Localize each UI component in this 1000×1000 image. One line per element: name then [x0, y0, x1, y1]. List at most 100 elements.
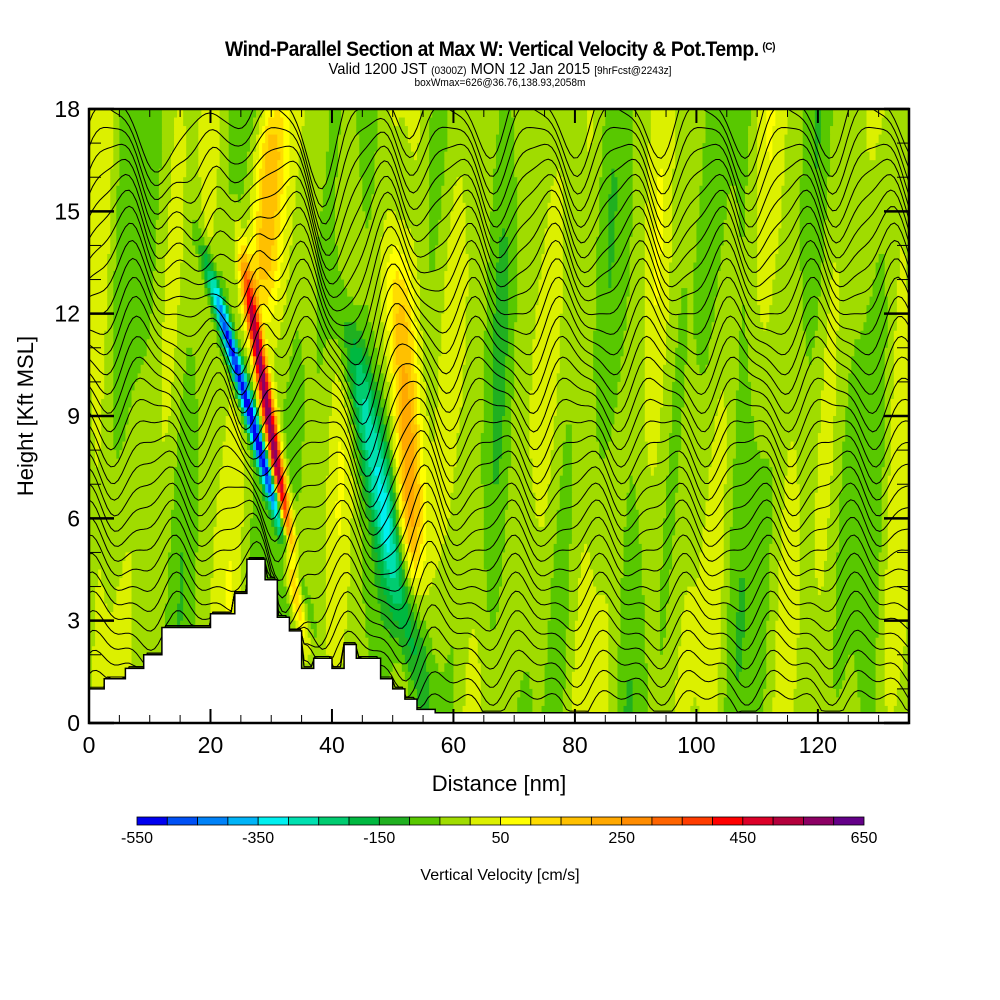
field-cell — [587, 134, 594, 144]
field-cell — [608, 441, 649, 451]
field-cell — [407, 134, 421, 144]
field-cell — [444, 151, 497, 161]
field-cell — [295, 509, 327, 519]
field-cell — [842, 484, 883, 494]
field-cell — [325, 168, 339, 178]
field-cell — [410, 407, 415, 417]
field-cell — [404, 458, 415, 468]
field-cell — [365, 620, 385, 630]
y-tick-label: 18 — [54, 96, 80, 122]
field-cell — [875, 143, 909, 153]
field-cell — [304, 373, 336, 383]
field-cell — [884, 595, 909, 605]
field-cell — [693, 313, 716, 323]
field-cell — [635, 484, 667, 494]
field-cell — [183, 560, 196, 571]
field-cell — [659, 262, 670, 272]
field-cell — [842, 475, 883, 485]
field-cell — [663, 543, 673, 554]
field-cell — [167, 416, 181, 426]
field-cell — [213, 271, 218, 281]
field-cell — [568, 560, 582, 571]
field-cell — [410, 578, 433, 588]
field-cell — [277, 168, 284, 178]
field-cell — [599, 202, 609, 212]
field-cell — [389, 398, 394, 409]
field-cell — [277, 296, 288, 306]
field-cell — [301, 603, 306, 613]
field-cell — [392, 518, 397, 528]
field-cell — [289, 364, 306, 374]
field-cell — [429, 680, 455, 690]
field-cell — [259, 467, 263, 477]
field-cell — [259, 236, 275, 247]
field-cell — [465, 211, 491, 221]
field-cell — [274, 236, 278, 247]
field-cell — [253, 219, 257, 229]
field-cell — [380, 364, 388, 374]
field-cell — [845, 663, 855, 673]
field-cell — [663, 168, 673, 178]
field-cell — [729, 586, 740, 596]
field-cell — [833, 441, 843, 451]
field-cell — [161, 117, 175, 127]
field-cell — [717, 663, 728, 673]
field-cell — [204, 279, 209, 289]
field-cell — [113, 424, 127, 434]
field-cell — [687, 296, 694, 306]
field-cell — [231, 330, 236, 340]
field-cell — [429, 705, 455, 716]
field-cell — [438, 356, 467, 366]
field-cell — [259, 151, 263, 161]
field-cell — [164, 620, 178, 630]
field-cell — [259, 373, 263, 383]
field-cell — [775, 271, 804, 281]
field-cell — [902, 663, 909, 673]
field-cell — [186, 356, 196, 366]
field-cell — [666, 620, 682, 630]
field-cell — [259, 356, 263, 366]
field-cell — [268, 390, 272, 400]
field-cell — [167, 219, 184, 229]
field-cell — [240, 271, 245, 281]
field-cell — [249, 381, 254, 392]
field-cell — [295, 526, 327, 536]
field-cell — [271, 475, 275, 485]
field-cell — [380, 450, 385, 460]
field-cell — [426, 381, 439, 392]
field-cell — [666, 509, 676, 519]
field-cell — [623, 705, 634, 716]
field-cell — [817, 143, 831, 153]
field-cell — [571, 509, 628, 519]
field-cell — [565, 424, 573, 434]
field-cell — [335, 185, 363, 195]
field-cell — [161, 151, 172, 161]
field-cell — [596, 586, 622, 596]
field-cell — [113, 151, 120, 161]
field-cell — [456, 177, 464, 187]
theta-contour-line — [89, 263, 909, 366]
field-cell — [219, 160, 230, 170]
field-cell — [462, 373, 485, 383]
field-cell — [228, 168, 248, 178]
field-cell — [359, 467, 363, 477]
field-cell — [89, 305, 108, 315]
field-cell — [571, 475, 631, 485]
field-cell — [696, 578, 725, 588]
field-cell — [249, 518, 272, 528]
field-cell — [286, 296, 318, 306]
field-cell — [304, 578, 327, 588]
field-cell — [766, 134, 773, 144]
field-cell — [240, 381, 245, 392]
field-cell — [571, 484, 631, 494]
field-cell — [775, 654, 798, 664]
field-cell — [748, 151, 758, 161]
field-cell — [131, 603, 166, 613]
field-cell — [511, 109, 588, 119]
field-cell — [429, 185, 442, 195]
field-cell — [219, 279, 227, 289]
field-cell — [377, 424, 385, 434]
field-cell — [796, 663, 834, 673]
field-cell — [748, 160, 758, 170]
field-cell — [274, 219, 281, 229]
